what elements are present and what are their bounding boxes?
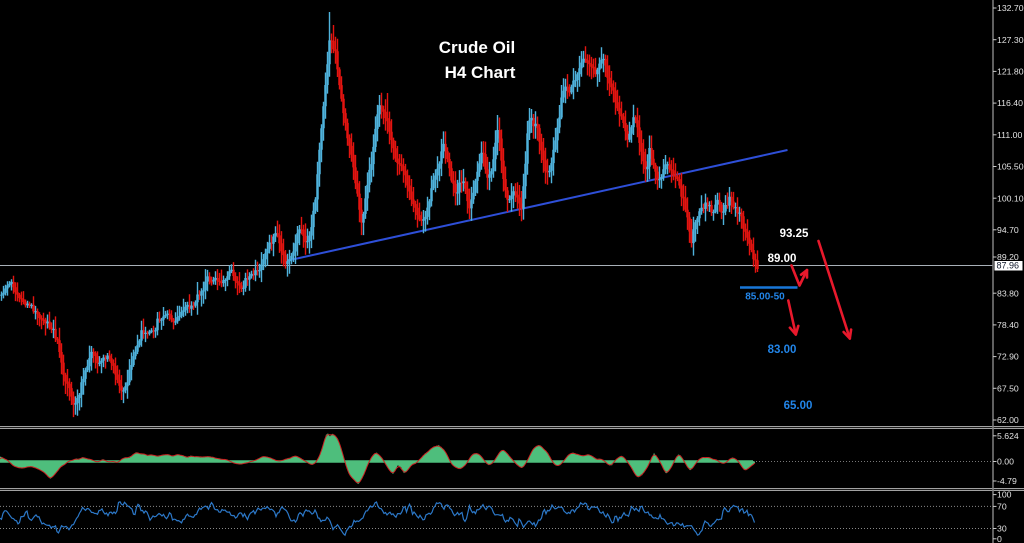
- svg-text:132.70: 132.70: [997, 3, 1024, 13]
- svg-text:89.20: 89.20: [997, 252, 1019, 262]
- svg-text:78.40: 78.40: [997, 320, 1019, 330]
- svg-text:62.00: 62.00: [997, 415, 1019, 425]
- svg-text:93.25: 93.25: [780, 228, 809, 240]
- svg-text:100: 100: [997, 490, 1012, 500]
- svg-text:83.80: 83.80: [997, 288, 1019, 298]
- svg-text:87.96: 87.96: [997, 261, 1020, 271]
- svg-text:105.50: 105.50: [997, 162, 1024, 172]
- svg-text:Crude Oil: Crude Oil: [439, 38, 516, 57]
- svg-text:0: 0: [997, 534, 1002, 543]
- svg-text:85.00-50: 85.00-50: [745, 292, 785, 303]
- svg-text:111.00: 111.00: [997, 130, 1022, 140]
- svg-text:121.80: 121.80: [997, 67, 1024, 77]
- svg-text:89.00: 89.00: [768, 253, 797, 265]
- svg-text:116.40: 116.40: [997, 98, 1023, 108]
- svg-text:70: 70: [997, 502, 1007, 512]
- svg-text:83.00: 83.00: [768, 344, 797, 356]
- svg-text:72.90: 72.90: [997, 352, 1019, 362]
- svg-text:30: 30: [997, 524, 1007, 534]
- svg-text:100.10: 100.10: [997, 193, 1024, 203]
- svg-text:0.00: 0.00: [997, 457, 1014, 467]
- svg-text:127.30: 127.30: [997, 35, 1024, 45]
- svg-text:-4.79: -4.79: [997, 476, 1017, 486]
- svg-text:94.70: 94.70: [997, 225, 1019, 235]
- svg-text:5.624: 5.624: [997, 431, 1019, 441]
- svg-text:H4 Chart: H4 Chart: [445, 63, 516, 82]
- svg-text:65.00: 65.00: [784, 400, 813, 412]
- svg-text:67.50: 67.50: [997, 383, 1019, 393]
